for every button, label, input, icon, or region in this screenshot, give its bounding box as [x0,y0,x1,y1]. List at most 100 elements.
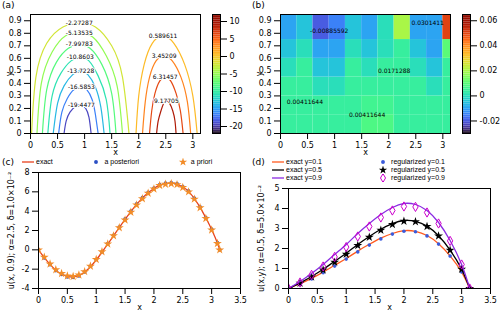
svg-text:-19.4477: -19.4477 [68,101,95,108]
html-text:(b): (b) [252,0,265,10]
svg-text:0.6: 0.6 [9,54,22,63]
svg-text:0.1: 0.1 [259,117,272,126]
svg-text:0.3: 0.3 [9,91,22,100]
svg-text:0.9: 0.9 [259,16,272,25]
svg-text:0.04: 0.04 [480,41,498,50]
svg-text:0: 0 [16,129,21,138]
svg-text:2: 2 [24,226,29,235]
svg-text:u(x,y); α=0.5, δ=5.0×10⁻²: u(x,y); α=0.5, δ=5.0×10⁻² [257,185,266,292]
svg-text:2: 2 [386,141,391,150]
svg-text:0.5: 0.5 [301,141,314,150]
svg-text:-15: -15 [230,105,243,114]
svg-text:2: 2 [274,244,279,253]
svg-text:3: 3 [274,224,279,233]
svg-text:2.5: 2.5 [176,296,189,305]
svg-text:x: x [387,303,392,312]
svg-text:4: 4 [274,204,279,213]
svg-text:-5: -5 [230,70,238,79]
svg-text:x: x [113,148,118,157]
svg-text:8: 8 [24,168,29,177]
svg-text:-0.02: -0.02 [480,117,500,126]
svg-text:0.5: 0.5 [258,66,272,76]
svg-text:4: 4 [24,207,29,216]
svg-text:y: y [255,71,264,76]
svg-text:0.06: 0.06 [480,16,498,25]
svg-text:1.5: 1.5 [105,141,118,151]
svg-text:-10.8603: -10.8603 [67,53,94,60]
svg-text:0.3: 0.3 [259,91,272,100]
svg-text:2.5: 2.5 [409,141,422,150]
svg-text:0: 0 [278,141,283,150]
svg-text:3: 3 [440,141,445,150]
svg-text:1.5: 1.5 [369,296,382,305]
svg-text:0.5: 0.5 [51,141,64,150]
svg-text:2: 2 [401,296,406,305]
svg-text:5: 5 [274,184,279,193]
svg-text:2.5: 2.5 [426,296,439,305]
svg-text:1: 1 [82,141,87,150]
svg-text:0.8: 0.8 [9,29,22,38]
svg-text:1: 1 [274,264,279,273]
html-text:(a): (a) [2,0,15,10]
svg-text:9.17705: 9.17705 [154,97,179,104]
svg-text:0.5: 0.5 [8,66,22,76]
svg-text:0.8: 0.8 [259,29,272,38]
svg-text:0.0301411: 0.0301411 [411,19,444,26]
svg-text:-0.00885592: -0.00885592 [310,27,349,34]
svg-text:0.7: 0.7 [259,41,272,50]
svg-text:0: 0 [36,296,41,305]
svg-text:1: 1 [344,296,349,305]
svg-text:3.5: 3.5 [234,296,247,305]
svg-text:3: 3 [190,141,195,150]
svg-text:-13.7228: -13.7228 [67,67,94,74]
svg-text:0.02: 0.02 [480,66,498,75]
svg-text:0.1: 0.1 [9,117,22,126]
svg-text:0.00411644: 0.00411644 [349,111,385,118]
svg-text:0.5: 0.5 [311,296,324,305]
svg-text:0: 0 [24,245,29,254]
svg-text:3: 3 [459,296,464,305]
svg-text:-20: -20 [230,122,243,131]
svg-text:0: 0 [274,284,279,293]
svg-text:-4: -4 [22,284,30,293]
svg-text:2.5: 2.5 [159,141,172,150]
svg-text:0.4: 0.4 [259,79,272,88]
svg-text:-2.27287: -2.27287 [66,19,93,26]
svg-text:1: 1 [332,141,337,150]
svg-text:1: 1 [94,296,99,305]
svg-text:10: 10 [230,17,240,26]
svg-text:5: 5 [230,35,235,44]
svg-text:3.45209: 3.45209 [152,52,177,59]
svg-text:y: y [5,71,14,76]
svg-text:2: 2 [151,296,156,305]
svg-text:0: 0 [266,129,271,138]
svg-text:0.00411644: 0.00411644 [287,98,323,105]
svg-text:x: x [137,303,142,312]
svg-text:0: 0 [480,91,485,100]
svg-text:0.5: 0.5 [61,296,74,305]
svg-text:-2: -2 [22,265,30,274]
svg-text:0.4: 0.4 [9,79,22,88]
svg-text:1.5: 1.5 [119,296,132,305]
svg-text:0: 0 [28,141,33,150]
svg-text:3: 3 [209,296,214,305]
svg-text:0.6: 0.6 [259,54,272,63]
svg-text:0.7: 0.7 [9,41,22,50]
svg-text:u(x, 0.9); α=2.5, δ=1.0×10⁻²: u(x, 0.9); α=2.5, δ=1.0×10⁻² [7,172,16,290]
svg-text:x: x [363,148,368,157]
svg-text:0: 0 [230,52,235,61]
svg-text:3.5: 3.5 [484,296,497,305]
svg-text:-7.99783: -7.99783 [66,40,93,47]
svg-text:6: 6 [24,187,29,196]
svg-text:0.9: 0.9 [9,16,22,25]
svg-text:-5.13535: -5.13535 [66,29,93,36]
svg-text:0.2: 0.2 [259,104,272,113]
svg-text:6.31457: 6.31457 [153,73,178,80]
svg-text:0: 0 [286,296,291,305]
svg-text:-16.5853: -16.5853 [68,83,95,90]
svg-text:2: 2 [136,141,141,150]
svg-text:0.0171288: 0.0171288 [378,67,411,74]
svg-text:0.2: 0.2 [9,104,22,113]
svg-text:-10: -10 [230,87,243,96]
svg-text:0.589611: 0.589611 [149,32,178,39]
